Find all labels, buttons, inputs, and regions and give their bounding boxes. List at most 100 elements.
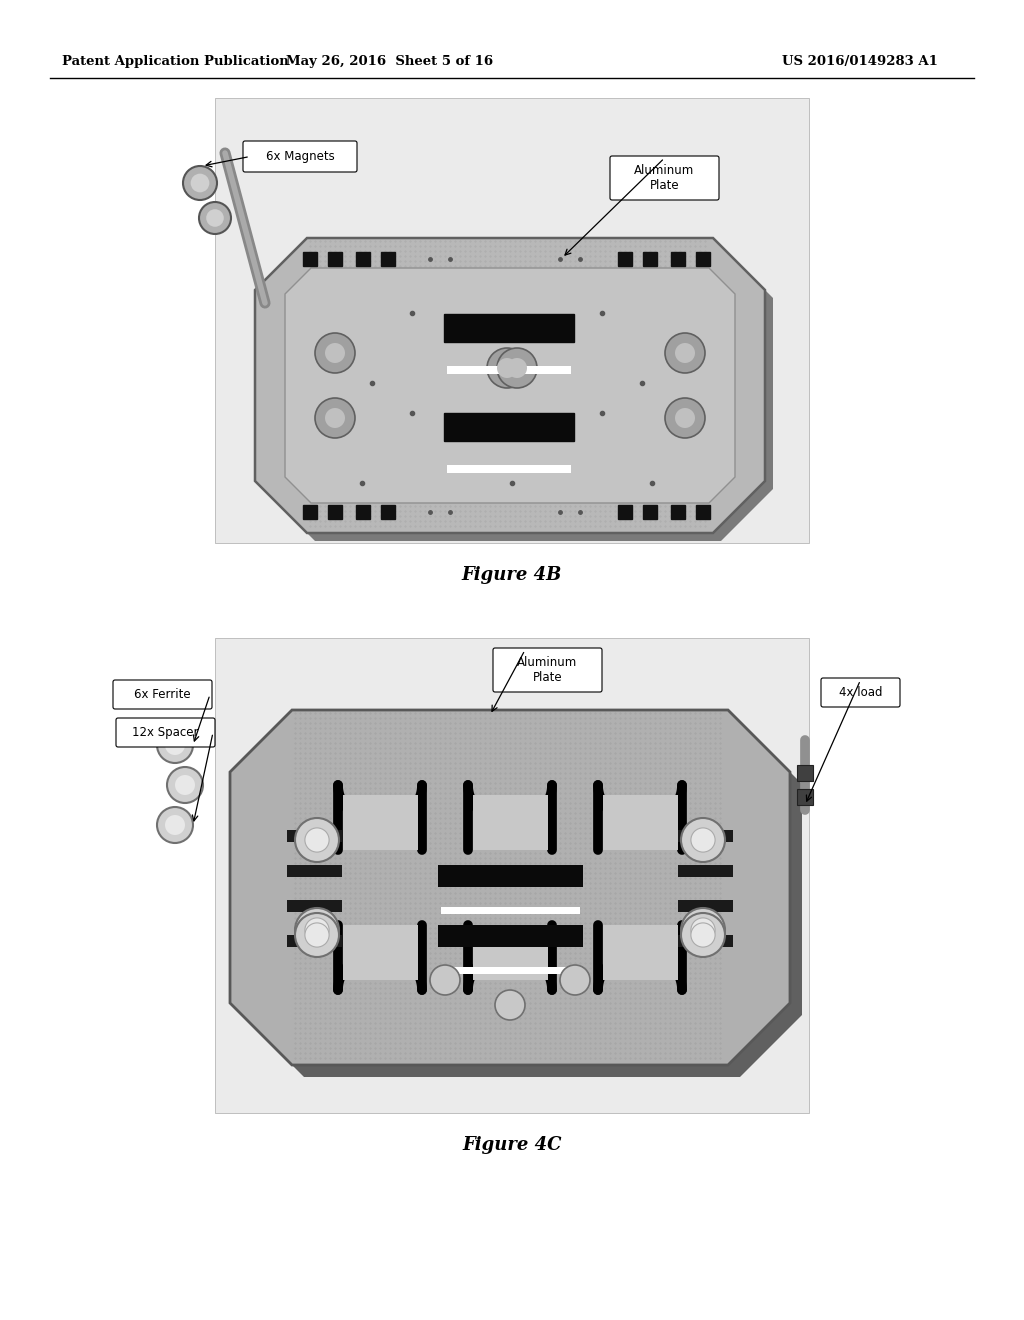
Circle shape bbox=[305, 917, 329, 942]
Bar bbox=[328, 506, 342, 519]
Bar bbox=[696, 506, 710, 519]
Bar bbox=[438, 865, 583, 887]
Bar bbox=[678, 900, 733, 912]
Circle shape bbox=[497, 358, 517, 378]
Circle shape bbox=[675, 343, 695, 363]
Text: 4x load: 4x load bbox=[839, 686, 883, 700]
Bar bbox=[381, 506, 395, 519]
Circle shape bbox=[495, 990, 525, 1020]
Circle shape bbox=[681, 908, 725, 952]
Circle shape bbox=[167, 767, 203, 803]
Text: 6x Ferrite: 6x Ferrite bbox=[134, 688, 190, 701]
Circle shape bbox=[507, 358, 527, 378]
Circle shape bbox=[325, 408, 345, 428]
FancyBboxPatch shape bbox=[113, 680, 212, 709]
Bar bbox=[356, 252, 370, 267]
Bar bbox=[381, 252, 395, 267]
Circle shape bbox=[665, 333, 705, 374]
Circle shape bbox=[157, 807, 193, 843]
Bar bbox=[444, 413, 574, 441]
Bar bbox=[671, 252, 685, 267]
Bar bbox=[797, 789, 813, 805]
Circle shape bbox=[305, 828, 329, 853]
Bar bbox=[602, 795, 678, 850]
Circle shape bbox=[295, 913, 339, 957]
Circle shape bbox=[691, 828, 715, 853]
FancyBboxPatch shape bbox=[116, 718, 215, 747]
Circle shape bbox=[315, 333, 355, 374]
Text: Figure 4B: Figure 4B bbox=[462, 566, 562, 583]
Text: Patent Application Publication: Patent Application Publication bbox=[62, 55, 289, 69]
Circle shape bbox=[295, 818, 339, 862]
Circle shape bbox=[157, 727, 193, 763]
Text: 6x Magnets: 6x Magnets bbox=[265, 150, 335, 162]
Bar bbox=[602, 925, 678, 979]
FancyBboxPatch shape bbox=[243, 141, 357, 172]
Circle shape bbox=[325, 343, 345, 363]
Bar bbox=[618, 252, 632, 267]
Text: Aluminum
Plate: Aluminum Plate bbox=[517, 656, 578, 684]
FancyBboxPatch shape bbox=[821, 678, 900, 708]
Circle shape bbox=[206, 209, 224, 227]
Circle shape bbox=[305, 923, 329, 948]
Bar bbox=[438, 925, 583, 946]
Circle shape bbox=[183, 166, 217, 201]
Bar bbox=[287, 935, 342, 946]
Circle shape bbox=[165, 814, 185, 836]
Polygon shape bbox=[263, 246, 773, 541]
Bar bbox=[678, 865, 733, 876]
Bar bbox=[444, 314, 574, 342]
Text: Aluminum
Plate: Aluminum Plate bbox=[635, 164, 694, 191]
Bar bbox=[643, 252, 657, 267]
Bar bbox=[447, 366, 571, 374]
Bar bbox=[441, 968, 580, 974]
Bar bbox=[342, 795, 418, 850]
Circle shape bbox=[691, 917, 715, 942]
Bar bbox=[441, 907, 580, 913]
Bar bbox=[447, 465, 571, 473]
Circle shape bbox=[190, 174, 209, 193]
Circle shape bbox=[175, 775, 195, 795]
Bar bbox=[696, 252, 710, 267]
Bar bbox=[618, 506, 632, 519]
Circle shape bbox=[665, 399, 705, 438]
Bar bbox=[643, 506, 657, 519]
Bar bbox=[215, 98, 809, 543]
Circle shape bbox=[487, 348, 527, 388]
Polygon shape bbox=[242, 722, 802, 1077]
Circle shape bbox=[560, 965, 590, 995]
FancyBboxPatch shape bbox=[493, 648, 602, 692]
Polygon shape bbox=[285, 268, 735, 503]
Bar bbox=[287, 900, 342, 912]
Circle shape bbox=[430, 965, 460, 995]
FancyBboxPatch shape bbox=[610, 156, 719, 201]
Bar bbox=[356, 506, 370, 519]
Circle shape bbox=[681, 913, 725, 957]
Bar bbox=[303, 506, 317, 519]
Bar bbox=[678, 935, 733, 946]
Bar bbox=[328, 252, 342, 267]
Bar bbox=[678, 830, 733, 842]
Circle shape bbox=[165, 735, 185, 755]
Text: May 26, 2016  Sheet 5 of 16: May 26, 2016 Sheet 5 of 16 bbox=[287, 55, 494, 69]
Text: US 2016/0149283 A1: US 2016/0149283 A1 bbox=[782, 55, 938, 69]
Bar bbox=[671, 506, 685, 519]
Bar bbox=[797, 766, 813, 781]
Bar bbox=[342, 925, 418, 979]
Text: 12x Spacer: 12x Spacer bbox=[132, 726, 199, 739]
Circle shape bbox=[497, 348, 537, 388]
Text: Figure 4C: Figure 4C bbox=[462, 1137, 562, 1154]
Circle shape bbox=[315, 399, 355, 438]
Bar bbox=[303, 252, 317, 267]
Polygon shape bbox=[230, 710, 790, 1065]
Polygon shape bbox=[255, 238, 765, 533]
Circle shape bbox=[675, 408, 695, 428]
Bar bbox=[287, 865, 342, 876]
Bar bbox=[287, 830, 342, 842]
Bar bbox=[472, 925, 548, 979]
Bar bbox=[472, 795, 548, 850]
Circle shape bbox=[681, 818, 725, 862]
Circle shape bbox=[691, 923, 715, 948]
Circle shape bbox=[199, 202, 231, 234]
Circle shape bbox=[295, 908, 339, 952]
